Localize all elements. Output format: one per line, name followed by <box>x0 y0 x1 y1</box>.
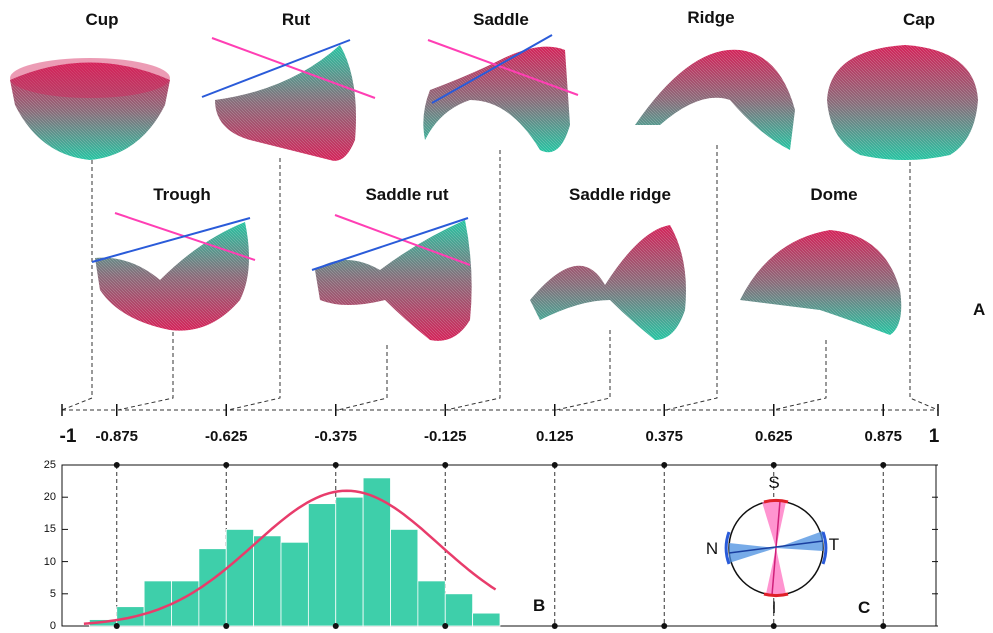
shape-label-trough: Trough <box>153 185 211 204</box>
compass-label-t: T <box>828 535 840 554</box>
axis-tick-label: -0.625 <box>204 428 248 445</box>
surface-cap <box>827 45 978 160</box>
surface-dome <box>740 230 902 335</box>
compass-label-s: S <box>768 473 780 492</box>
axis-tick-label: -0.875 <box>95 428 139 445</box>
surface-rut <box>201 37 376 161</box>
histogram-ytick-label: 10 <box>43 555 56 568</box>
axis-tick-label: 0.125 <box>535 428 574 445</box>
shape-label-cap: Cap <box>902 10 936 29</box>
gaussian-fit-curve <box>83 489 497 625</box>
surface-ridge <box>635 49 795 150</box>
histogram-tick-dots <box>113 462 887 629</box>
surface-cup <box>10 58 170 160</box>
histogram-dot <box>113 462 120 468</box>
axis-tick-label: 1 <box>928 426 940 447</box>
histogram-panel <box>61 462 938 629</box>
histogram-dot <box>332 462 339 468</box>
panel-label-c: C <box>858 598 871 617</box>
histogram-ytick-label: 15 <box>43 523 56 536</box>
histogram-bar <box>362 477 391 627</box>
panel-label-a: A <box>973 300 986 319</box>
histogram-ytick-label: 5 <box>49 587 56 600</box>
histogram-dot <box>223 462 230 468</box>
shape-label-saddle-rut: Saddle rut <box>365 185 449 204</box>
histogram-ytick-label: 0 <box>49 620 56 632</box>
panel-label-b: B <box>533 596 546 615</box>
histogram-dot <box>551 623 558 629</box>
histogram-dot <box>661 462 668 468</box>
axis-tick-label: 0.375 <box>645 428 684 445</box>
surfaces <box>10 34 978 341</box>
surface-saddle-ridge <box>530 225 686 340</box>
axis-tick-label: 0.875 <box>864 428 903 445</box>
axis-tick-label: 0.625 <box>754 428 793 445</box>
histogram-bar <box>335 496 364 627</box>
histogram-dot <box>770 462 777 468</box>
surface-saddle <box>423 34 579 153</box>
surface-connectors <box>61 145 939 411</box>
compass-label-i: I <box>771 598 777 617</box>
axis-tick-label: -0.375 <box>314 428 358 445</box>
histogram-dot <box>551 462 558 468</box>
axis-ticks <box>61 404 939 416</box>
histogram-bar <box>253 535 282 627</box>
histogram-bar <box>280 541 309 627</box>
shape-label-rut: Rut <box>281 10 311 29</box>
histogram-y-ticks <box>62 464 938 627</box>
histogram-bar <box>143 580 172 627</box>
shape-label-ridge: Ridge <box>687 8 735 27</box>
axis-tick-label: -1 <box>59 426 77 447</box>
histogram-dot <box>332 623 339 629</box>
histogram-bar <box>225 529 255 627</box>
histogram-bar <box>390 529 419 627</box>
histogram-ytick-label: 25 <box>43 459 56 471</box>
surface-saddle-rut <box>311 214 472 341</box>
shape-label-saddle: Saddle <box>473 10 529 29</box>
shape-label-dome: Dome <box>810 185 858 204</box>
shape-label-cup: Cup <box>85 10 119 29</box>
surface-trough <box>91 212 256 331</box>
histogram-bar <box>417 580 446 627</box>
axis-tick-label: -0.125 <box>423 428 467 445</box>
histogram-bar <box>472 612 501 627</box>
histogram-dot <box>442 623 449 629</box>
histogram-bar <box>171 580 200 627</box>
histogram-dot <box>442 462 449 468</box>
histogram-dot <box>113 623 120 629</box>
histogram-dot <box>770 623 777 629</box>
histogram-dot <box>661 623 668 629</box>
histogram-ytick-label: 20 <box>43 491 56 504</box>
shape-label-saddle-ridge: Saddle ridge <box>568 185 672 204</box>
compass-rose <box>724 499 828 597</box>
histogram-bar <box>307 503 337 627</box>
compass-label-n: N <box>705 539 719 558</box>
histogram-dot <box>223 623 230 629</box>
histogram-bar <box>444 593 474 627</box>
histogram-bar <box>198 548 227 627</box>
histogram-bars <box>88 477 501 627</box>
histogram-dot <box>880 623 887 629</box>
histogram-dot <box>880 462 887 468</box>
